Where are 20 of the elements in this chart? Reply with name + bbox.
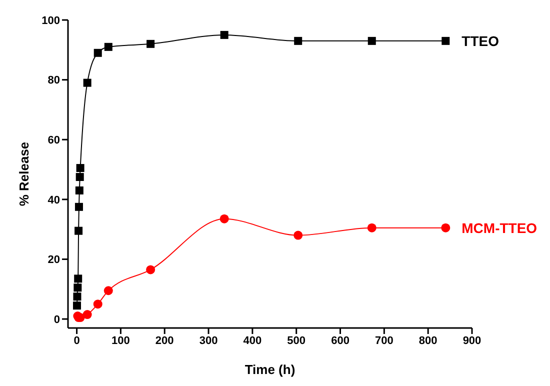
y-axis-title: % Release: [16, 142, 32, 206]
x-tick-label: 0: [74, 334, 80, 347]
y-tick-label: 60: [48, 134, 60, 147]
y-tick-label: 100: [42, 14, 60, 27]
y-tick-label: 20: [48, 254, 60, 266]
x-tick-label: 100: [112, 334, 130, 347]
series-label: MCM-TTEO: [462, 220, 538, 236]
x-tick-label: 700: [374, 334, 394, 347]
x-tick-label: 800: [418, 334, 438, 347]
x-tick-label: 500: [287, 334, 306, 347]
y-tick-label: 40: [48, 194, 60, 206]
x-axis-title: Time (h): [244, 362, 296, 377]
x-tick-label: 400: [243, 334, 262, 347]
y-tick-label: 80: [48, 74, 60, 87]
x-tick-label: 200: [155, 334, 174, 347]
x-tick-label: 300: [199, 334, 218, 347]
x-tick-label: 600: [331, 334, 350, 347]
series-label: TTEO: [462, 32, 500, 49]
y-tick-label: 0: [54, 314, 60, 326]
x-tick-label: 900: [462, 334, 482, 347]
